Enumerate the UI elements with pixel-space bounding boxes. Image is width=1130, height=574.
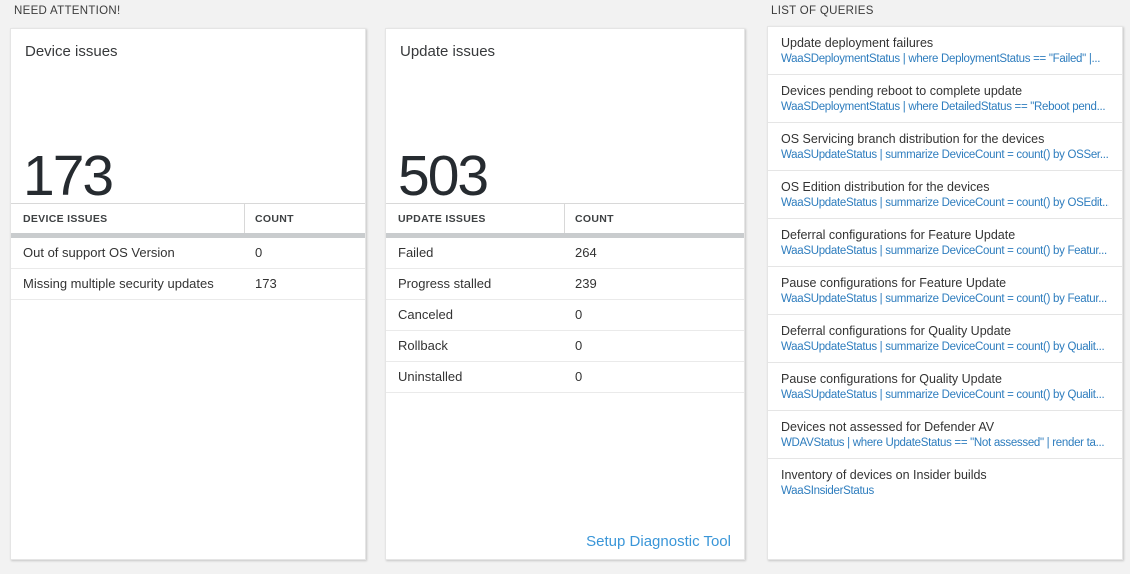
row-label: Progress stalled: [398, 276, 492, 291]
query-list-item[interactable]: Deferral configurations for Quality Upda…: [768, 315, 1122, 363]
query-item-title: Inventory of devices on Insider builds: [781, 468, 987, 482]
query-item-query-text: WaaSDeploymentStatus | where DetailedSta…: [781, 101, 1106, 113]
query-item-title: Deferral configurations for Quality Upda…: [781, 324, 1011, 338]
query-item-query-text: WaaSUpdateStatus | summarize DeviceCount…: [781, 293, 1107, 305]
table-header-count: COUNT: [564, 204, 744, 233]
row-label: Uninstalled: [398, 369, 463, 384]
table-row[interactable]: Progress stalled 239: [386, 269, 744, 300]
row-label: Missing multiple security updates: [23, 276, 214, 291]
table-body: Out of support OS Version 0 Missing mult…: [11, 238, 365, 300]
query-list-item[interactable]: OS Edition distribution for the devices …: [768, 171, 1122, 219]
row-count: 0: [575, 369, 583, 384]
row-count: 239: [575, 276, 597, 291]
device-issues-card[interactable]: Device issues 173 DEVICE ISSUES COUNT Ou…: [10, 28, 366, 560]
query-item-query-text: WaaSInsiderStatus: [781, 485, 874, 497]
query-item-query-text: WaaSUpdateStatus | summarize DeviceCount…: [781, 245, 1107, 257]
row-count: 0: [255, 245, 263, 260]
query-item-title: Devices not assessed for Defender AV: [781, 420, 995, 434]
table-header-update-issues: UPDATE ISSUES: [398, 212, 486, 225]
row-count: 0: [575, 307, 583, 322]
query-item-query-text: WaaSUpdateStatus | summarize DeviceCount…: [781, 197, 1109, 209]
query-list-item[interactable]: OS Servicing branch distribution for the…: [768, 123, 1122, 171]
row-count: 0: [575, 338, 583, 353]
query-list: Update deployment failures WaaSDeploymen…: [768, 27, 1122, 507]
row-label: Failed: [398, 245, 434, 260]
row-count: 264: [575, 245, 597, 260]
update-issues-count: 503: [398, 144, 489, 208]
query-item-query-text: WaaSUpdateStatus | summarize DeviceCount…: [781, 389, 1105, 401]
grid-scrollbar[interactable]: [386, 233, 744, 238]
setup-diagnostic-tool-link[interactable]: Setup Diagnostic Tool: [586, 533, 731, 550]
query-item-title: Pause configurations for Feature Update: [781, 276, 1007, 290]
row-label: Out of support OS Version: [23, 245, 175, 260]
table-header-count: COUNT: [244, 204, 365, 233]
query-list-item[interactable]: Pause configurations for Quality Update …: [768, 363, 1122, 411]
query-list-item[interactable]: Deferral configurations for Feature Upda…: [768, 219, 1122, 267]
query-item-title: OS Edition distribution for the devices: [781, 180, 990, 194]
table-row[interactable]: Failed 264: [386, 238, 744, 269]
row-label: Canceled: [398, 307, 453, 322]
device-issues-count: 173: [23, 144, 114, 208]
query-list-item[interactable]: Update deployment failures WaaSDeploymen…: [768, 27, 1122, 75]
device-issues-table: DEVICE ISSUES COUNT Out of support OS Ve…: [11, 203, 365, 300]
table-header-row: DEVICE ISSUES COUNT: [11, 203, 365, 233]
update-issues-card[interactable]: Update issues 503 UPDATE ISSUES COUNT Fa…: [385, 28, 745, 560]
query-item-title: Pause configurations for Quality Update: [781, 372, 1002, 386]
query-list-item[interactable]: Devices not assessed for Defender AV WDA…: [768, 411, 1122, 459]
update-issues-title: Update issues: [400, 43, 496, 60]
grid-scrollbar[interactable]: [11, 233, 365, 238]
need-attention-header: NEED ATTENTION!: [14, 5, 121, 17]
row-count: 173: [255, 276, 277, 291]
row-label: Rollback: [398, 338, 448, 353]
query-item-title: Update deployment failures: [781, 36, 934, 50]
query-item-query-text: WDAVStatus | where UpdateStatus == "Not …: [781, 437, 1105, 449]
list-of-queries-header: LIST OF QUERIES: [771, 5, 874, 17]
table-row[interactable]: Out of support OS Version 0: [11, 238, 365, 269]
table-header-device-issues: DEVICE ISSUES: [23, 212, 108, 225]
query-item-title: Deferral configurations for Feature Upda…: [781, 228, 1016, 242]
query-list-item[interactable]: Inventory of devices on Insider builds W…: [768, 459, 1122, 507]
update-issues-table: UPDATE ISSUES COUNT Failed 264 Progress …: [386, 203, 744, 393]
table-row[interactable]: Missing multiple security updates 173: [11, 269, 365, 300]
query-list-item[interactable]: Pause configurations for Feature Update …: [768, 267, 1122, 315]
query-list-item[interactable]: Devices pending reboot to complete updat…: [768, 75, 1122, 123]
table-body: Failed 264 Progress stalled 239 Canceled…: [386, 238, 744, 393]
table-row[interactable]: Rollback 0: [386, 331, 744, 362]
queries-panel: Update deployment failures WaaSDeploymen…: [767, 26, 1123, 560]
table-row[interactable]: Canceled 0: [386, 300, 744, 331]
query-item-query-text: WaaSUpdateStatus | summarize DeviceCount…: [781, 341, 1105, 353]
query-item-title: OS Servicing branch distribution for the…: [781, 132, 1045, 146]
device-issues-title: Device issues: [25, 43, 118, 60]
query-item-title: Devices pending reboot to complete updat…: [781, 84, 1023, 98]
query-item-query-text: WaaSDeploymentStatus | where DeploymentS…: [781, 53, 1101, 65]
table-row[interactable]: Uninstalled 0: [386, 362, 744, 393]
query-item-query-text: WaaSUpdateStatus | summarize DeviceCount…: [781, 149, 1109, 161]
table-header-row: UPDATE ISSUES COUNT: [386, 203, 744, 233]
